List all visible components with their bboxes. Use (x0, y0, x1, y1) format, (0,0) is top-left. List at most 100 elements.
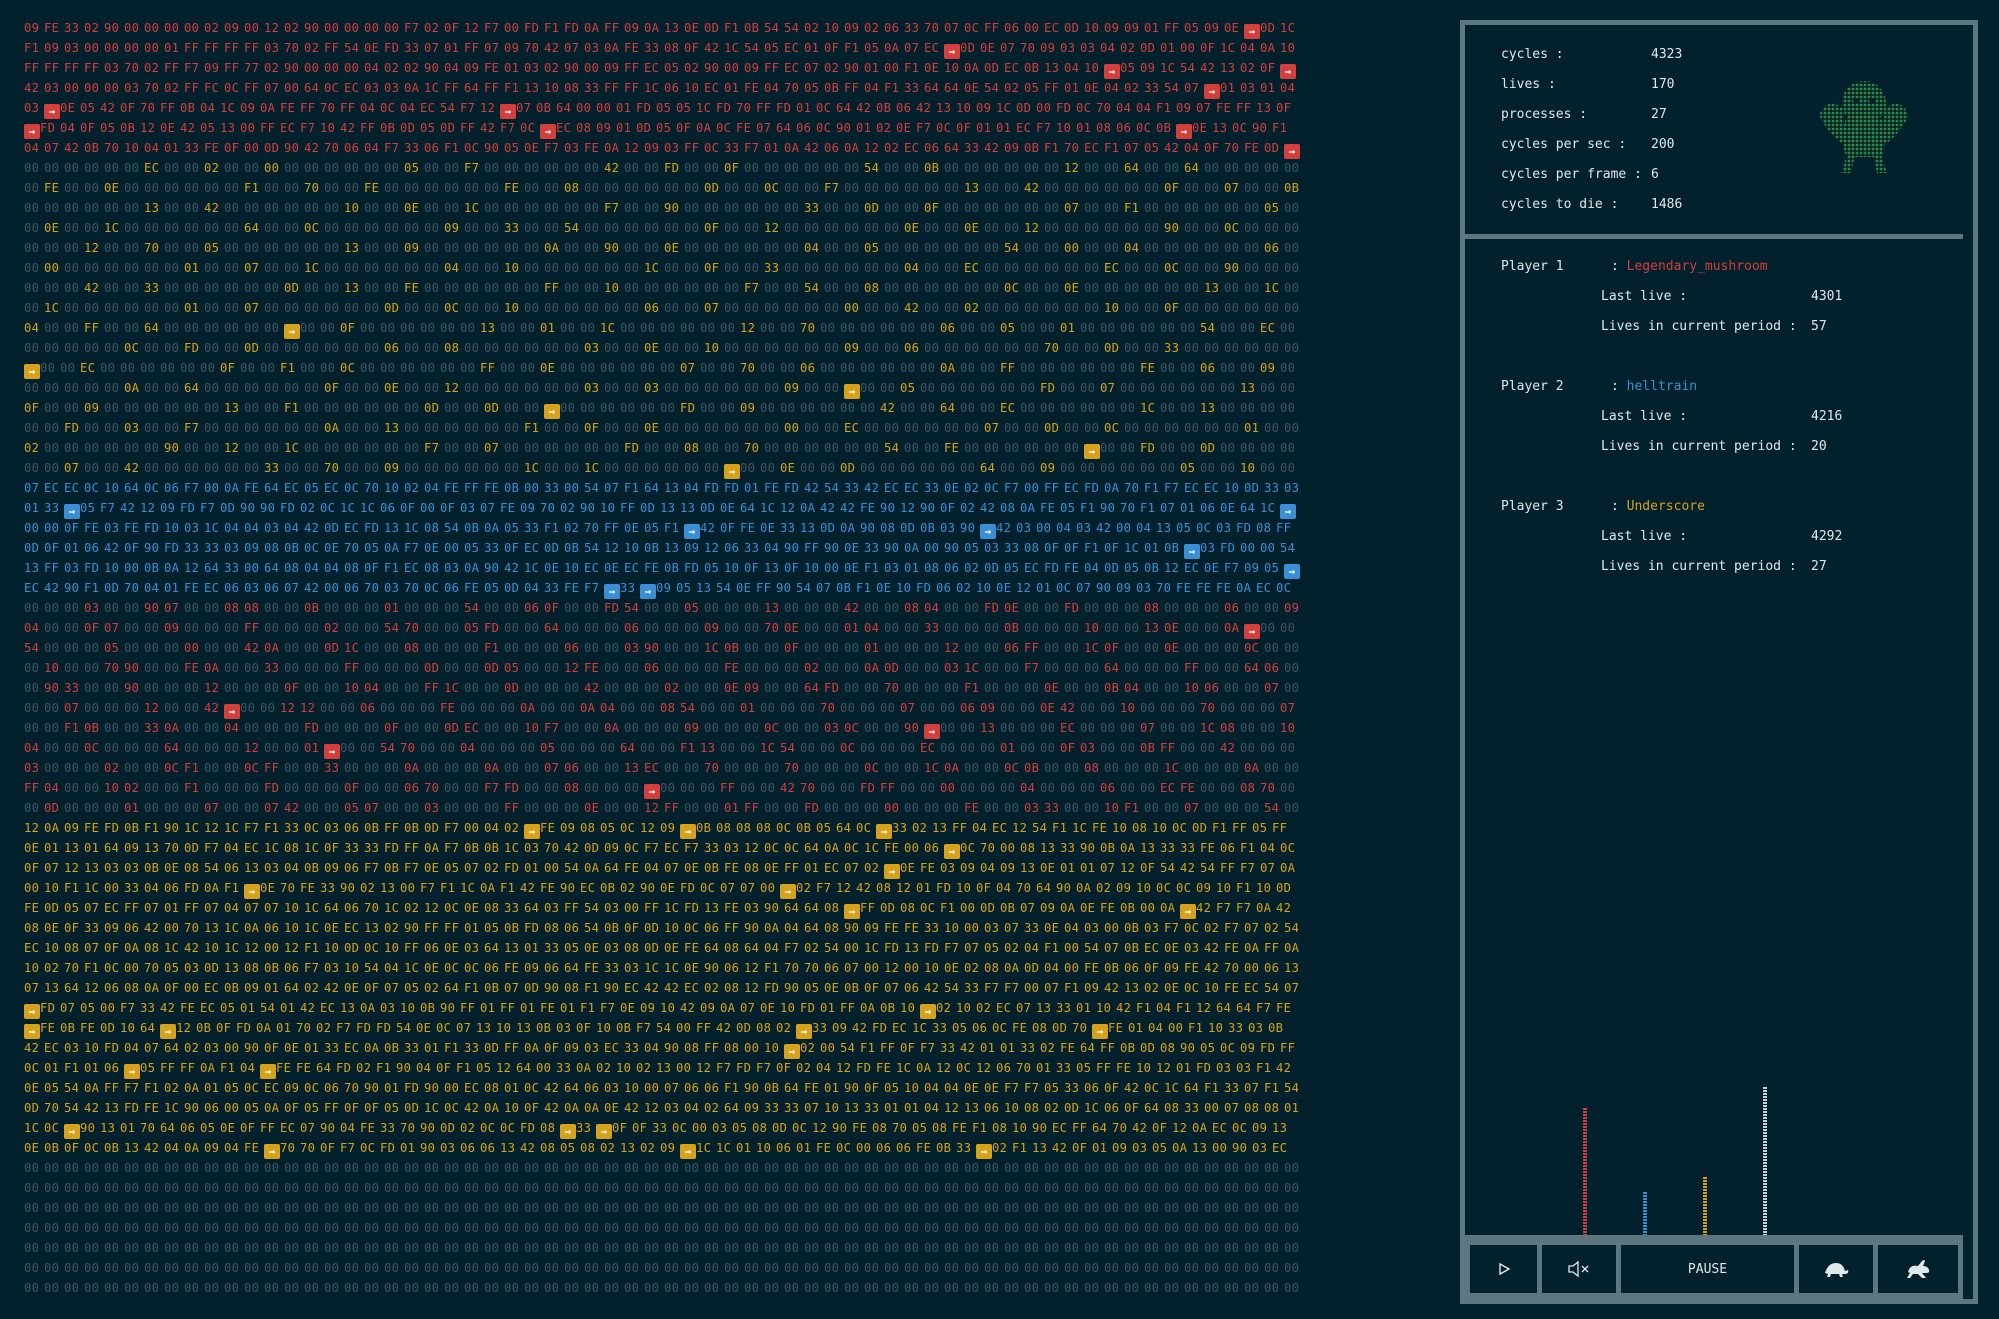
memory-cell: 00 (464, 301, 480, 315)
memory-cell: 07 (284, 581, 300, 595)
memory-cell: 00 (644, 181, 660, 195)
memory-cell: F1 (904, 61, 920, 75)
memory-cell: 00 (1220, 781, 1236, 795)
memory-cell: F7 (384, 141, 400, 155)
memory-cell: FD (184, 881, 200, 895)
speed-up-button[interactable] (1878, 1245, 1958, 1293)
memory-cell: 02 (356, 1061, 372, 1075)
memory-cell: 00 (1004, 1221, 1020, 1235)
memory-cell: FF (184, 81, 200, 95)
memory-cell: 05 (304, 1101, 320, 1115)
mute-button[interactable] (1542, 1245, 1616, 1293)
memory-cell: 00 (544, 681, 560, 695)
memory-cell: 00 (304, 341, 320, 355)
memory-cell: 00 (444, 281, 460, 295)
memory-cell: 00 (364, 341, 380, 355)
memory-cell: 1C (864, 941, 880, 955)
memory-cell: 0B (304, 861, 320, 875)
memory-cell: 00 (164, 1221, 180, 1235)
memory-cell: 0A (1244, 761, 1260, 775)
memory-cell: F1 (444, 1041, 460, 1055)
memory-cell: 09 (520, 501, 536, 515)
memory-cell: 00 (884, 641, 900, 655)
memory-cell: 00 (1104, 1261, 1120, 1275)
memory-cell: 00 (264, 1221, 280, 1235)
memory-cell: 00 (524, 661, 540, 675)
lives-bar-player-2 (1643, 1192, 1647, 1239)
memory-cell: 90 (164, 821, 180, 835)
memory-cell: 64 (444, 981, 460, 995)
memory-cell: 0D (984, 561, 1000, 575)
memory-cell: 00 (1044, 641, 1060, 655)
memory-cell: 08 (716, 821, 732, 835)
play-button[interactable] (1470, 1245, 1537, 1293)
memory-cell: 0C (244, 761, 260, 775)
memory-cell: 06 (524, 601, 540, 615)
memory-cell: 00 (624, 1261, 640, 1275)
memory-cell: 0A (580, 701, 596, 715)
memory-cell: 00 (84, 341, 100, 355)
memory-cell: FF (244, 621, 260, 635)
memory-cell: 00 (380, 321, 396, 335)
memory-cell: 0C (1176, 881, 1192, 895)
memory-cell: 00 (204, 601, 220, 615)
memory-cell: FE (764, 481, 780, 495)
memory-cell: FF (1000, 361, 1016, 375)
memory-cell: 42 (664, 981, 680, 995)
memory-cell: 00 (424, 161, 440, 175)
memory-cell: 42 (480, 121, 496, 135)
memory-cell: 00 (904, 281, 920, 295)
memory-cell: 00 (1060, 381, 1076, 395)
memory-cell: 00 (884, 1261, 900, 1275)
memory-cell: 00 (1144, 1221, 1160, 1235)
arena-row: 54 00 00 00 05 00 00 00 00 00 00 42 0A 00 00 0D 1C 00 00 08… (24, 638, 1434, 658)
memory-cell: 54 (864, 161, 880, 175)
memory-cell: 03 (264, 41, 280, 55)
memory-cell: 64 (784, 901, 800, 915)
memory-cell: 00 (144, 1161, 160, 1175)
memory-cell: 00 (984, 341, 1000, 355)
memory-cell: 04 (416, 1061, 432, 1075)
memory-cell: 42 (1180, 861, 1196, 875)
memory-cell: 0C (444, 301, 460, 315)
memory-cell: 00 (1144, 201, 1160, 215)
memory-cell: 01 (1064, 81, 1080, 95)
memory-cell: F1 (1156, 101, 1172, 115)
memory-cell: 0F (224, 141, 240, 155)
pause-button[interactable]: PAUSE (1621, 1245, 1794, 1293)
memory-cell: 1C (164, 941, 180, 955)
memory-cell: 00 (604, 1281, 620, 1295)
memory-cell: 00 (920, 381, 936, 395)
memory-cell: 00 (164, 341, 180, 355)
memory-cell: 06 (1116, 121, 1132, 135)
memory-cell: 64 (940, 401, 956, 415)
memory-cell: 0A (260, 101, 276, 115)
memory-cell: 90 (880, 501, 896, 515)
memory-cell: 06 (404, 781, 420, 795)
memory-cell: FD (184, 341, 200, 355)
memory-cell: 90 (144, 601, 160, 615)
memory-cell: 00 (944, 281, 960, 295)
memory-cell: 10 (1216, 881, 1232, 895)
memory-cell: 00 (344, 401, 360, 415)
process-cursor: → (1284, 564, 1300, 579)
memory-cell: 00 (464, 761, 480, 775)
memory-cell: 04 (864, 81, 880, 95)
memory-cell: 0C (936, 121, 952, 135)
memory-cell: 13 (1124, 981, 1140, 995)
memory-cell: 54 (64, 1081, 80, 1095)
memory-cell: 13 (904, 941, 920, 955)
memory-cell: 00 (644, 201, 660, 215)
memory-cell: 00 (844, 1281, 860, 1295)
memory-cell: 00 (1220, 361, 1236, 375)
memory-cell: 00 (64, 1201, 80, 1215)
memory-cell: 0A (800, 501, 816, 515)
memory-cell: 00 (820, 781, 836, 795)
memory-cell: 00 (524, 301, 540, 315)
slow-down-button[interactable] (1799, 1245, 1873, 1293)
memory-cell: F1 (544, 521, 560, 535)
memory-cell: 33 (124, 881, 140, 895)
memory-cell: 00 (644, 221, 660, 235)
memory-cell: 54 (824, 481, 840, 495)
memory-cell: 00 (484, 1221, 500, 1235)
